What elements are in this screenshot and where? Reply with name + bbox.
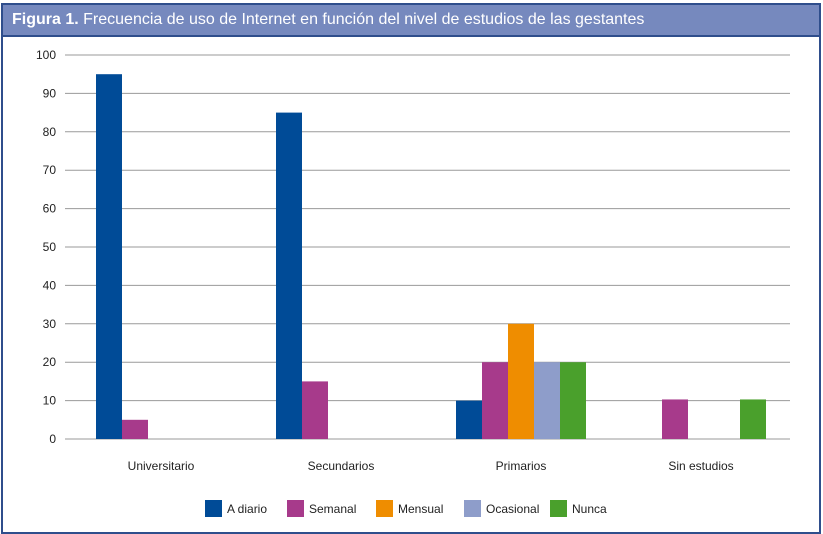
bar-semanal <box>662 399 688 439</box>
bar-a-diario <box>276 112 302 439</box>
x-tick-label: Secundarios <box>308 459 375 473</box>
y-tick-label: 70 <box>43 163 57 177</box>
bar-semanal <box>482 362 508 439</box>
legend-swatch <box>287 500 304 517</box>
legend-label: A diario <box>227 502 267 516</box>
y-tick-label: 50 <box>43 240 57 254</box>
bar-a-diario <box>96 74 122 439</box>
x-tick-label: Primarios <box>496 459 547 473</box>
bar-nunca <box>740 399 766 439</box>
x-tick-label: Sin estudios <box>668 459 733 473</box>
y-tick-label: 80 <box>43 125 57 139</box>
legend-swatch <box>376 500 393 517</box>
y-tick-label: 100 <box>36 48 56 62</box>
legend-label: Mensual <box>398 502 443 516</box>
chart-title: Figura 1. Frecuencia de uso de Internet … <box>3 5 819 37</box>
y-tick-label: 90 <box>43 86 57 100</box>
y-tick-label: 40 <box>43 278 57 292</box>
legend-label: Nunca <box>572 502 607 516</box>
figure-title: Frecuencia de uso de Internet en función… <box>83 11 645 28</box>
y-tick-label: 10 <box>43 394 57 408</box>
bar-semanal <box>302 381 328 439</box>
bar-mensual <box>508 323 534 439</box>
legend-swatch <box>205 500 222 517</box>
bar-ocasional <box>534 362 560 439</box>
bar-semanal <box>122 419 148 439</box>
legend-swatch <box>464 500 481 517</box>
legend-label: Semanal <box>309 502 356 516</box>
figure-label: Figura 1. <box>12 11 79 28</box>
y-tick-label: 0 <box>49 432 56 446</box>
legend-label: Ocasional <box>486 502 539 516</box>
chart-frame: Figura 1. Frecuencia de uso de Internet … <box>1 3 821 534</box>
y-tick-label: 20 <box>43 355 57 369</box>
bar-a-diario <box>456 400 482 439</box>
x-tick-label: Universitario <box>128 459 195 473</box>
bar-nunca <box>560 362 586 439</box>
legend-swatch <box>550 500 567 517</box>
y-tick-label: 60 <box>43 202 57 216</box>
y-tick-label: 30 <box>43 317 57 331</box>
